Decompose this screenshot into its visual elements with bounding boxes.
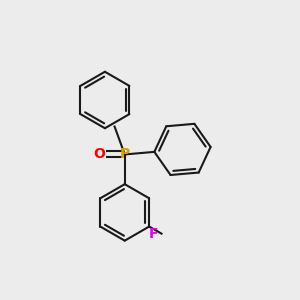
Text: F: F xyxy=(149,227,159,241)
Text: O: O xyxy=(94,148,105,161)
Text: P: P xyxy=(120,148,130,161)
